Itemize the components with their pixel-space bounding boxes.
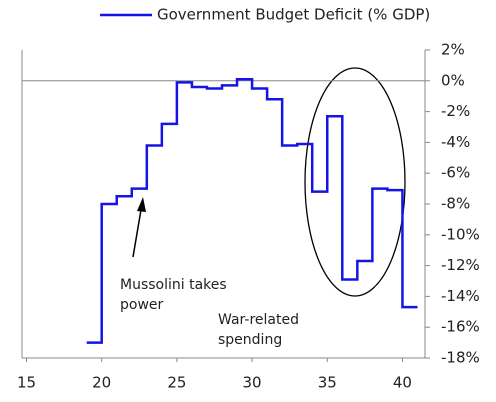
annotation-ellipse [304, 67, 406, 297]
x-tick-label: 20 [92, 374, 111, 392]
y-tick-label: 2% [441, 41, 465, 59]
y-tick-label: -2% [441, 102, 470, 120]
y-tick-label: -18% [441, 349, 480, 367]
y-tick-label: -6% [441, 164, 470, 182]
data-line [86, 78, 418, 344]
y-tick-label: -8% [441, 195, 470, 213]
y-tick-label: -12% [441, 256, 480, 274]
x-tick-label: 40 [393, 374, 412, 392]
annotation: War-related [218, 312, 299, 328]
x-tick-label: 25 [167, 374, 186, 392]
annotation-arrow [132, 203, 143, 258]
annotation: Mussolini takes [120, 277, 227, 293]
annotation: power [120, 297, 164, 313]
legend-label: Government Budget Deficit (% GDP) [157, 6, 430, 24]
y-tick-label: 0% [441, 71, 465, 89]
y-tick-label: -14% [441, 287, 480, 305]
x-tick-label: 35 [318, 374, 337, 392]
y-tick-label: -10% [441, 225, 480, 243]
y-tick-label: -16% [441, 318, 480, 336]
arrow-head [137, 197, 146, 212]
x-tick-label: 30 [243, 374, 262, 392]
x-tick-label: 15 [17, 374, 36, 392]
annotation: spending [218, 332, 282, 348]
y-tick-label: -4% [441, 133, 470, 151]
